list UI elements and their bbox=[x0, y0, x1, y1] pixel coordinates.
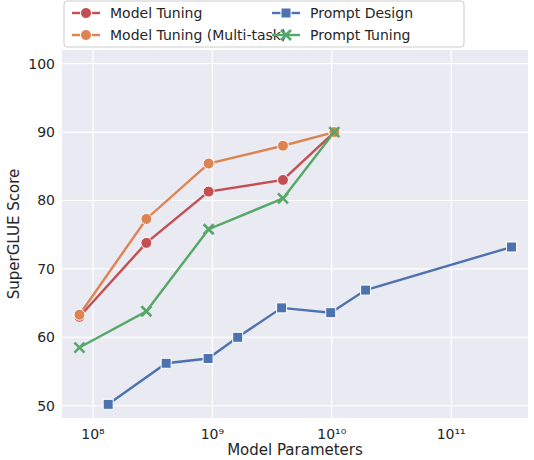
y-axis-label: SuperGLUE Score bbox=[5, 169, 23, 299]
legend-marker bbox=[281, 30, 291, 40]
series-group bbox=[74, 127, 517, 410]
legend-marker bbox=[81, 30, 92, 41]
data-point bbox=[74, 309, 85, 320]
legend-box bbox=[64, 1, 464, 47]
series-line bbox=[108, 247, 511, 404]
y-tick-label: 70 bbox=[37, 261, 55, 277]
y-grid-line bbox=[62, 63, 528, 64]
legend-label: Model Tuning (Multi-task) bbox=[110, 27, 286, 43]
data-point bbox=[277, 303, 287, 313]
x-axis-label: Model Parameters bbox=[227, 441, 363, 459]
y-grid-line bbox=[62, 405, 528, 406]
y-grid-line bbox=[62, 268, 528, 269]
x-grid-line bbox=[451, 50, 452, 418]
legend-label: Model Tuning bbox=[110, 5, 202, 21]
y-grid-line bbox=[62, 131, 528, 132]
legend-marker bbox=[281, 8, 291, 18]
x-grid-line bbox=[331, 50, 332, 418]
legend-label: Prompt Design bbox=[310, 5, 413, 21]
x-grid-line bbox=[92, 50, 93, 418]
data-point bbox=[161, 358, 171, 368]
series-line bbox=[79, 132, 334, 347]
data-point bbox=[74, 343, 84, 353]
x-tick-label: 10⁸ bbox=[81, 426, 105, 442]
data-point bbox=[203, 186, 214, 197]
y-grid-line bbox=[62, 200, 528, 201]
y-tick-label: 80 bbox=[37, 192, 55, 208]
data-point bbox=[278, 193, 288, 203]
y-grid-line bbox=[62, 337, 528, 338]
x-tick-label: 10¹¹ bbox=[437, 426, 466, 442]
chart: 50 60 70 80 90 100 10⁸ 10⁹ 10¹⁰ 10¹¹ Model Paramet… bbox=[0, 0, 534, 460]
data-point bbox=[204, 224, 214, 234]
data-point bbox=[233, 332, 243, 342]
x-tick-label: 10⁹ bbox=[201, 426, 225, 442]
data-point bbox=[141, 306, 151, 316]
data-point bbox=[277, 174, 288, 185]
legend-marker bbox=[81, 8, 92, 19]
data-point bbox=[329, 127, 340, 138]
data-point bbox=[361, 285, 371, 295]
data-point bbox=[141, 213, 152, 224]
data-point bbox=[326, 308, 336, 318]
y-tick-label: 100 bbox=[28, 56, 55, 72]
data-point bbox=[506, 242, 516, 252]
data-point bbox=[329, 127, 339, 137]
series-line bbox=[79, 132, 334, 315]
legend: Model Tuning Model Tuning (Multi-task) Pro… bbox=[64, 1, 464, 47]
data-point bbox=[203, 158, 214, 169]
series-line bbox=[79, 132, 334, 317]
y-tick-label: 90 bbox=[37, 124, 55, 140]
x-tick-label: 10¹⁰ bbox=[317, 426, 346, 442]
grid bbox=[62, 50, 528, 418]
data-point bbox=[277, 140, 288, 151]
data-point bbox=[141, 237, 152, 248]
y-tick-label: 60 bbox=[37, 329, 55, 345]
data-point bbox=[329, 127, 340, 138]
data-point bbox=[103, 399, 113, 409]
y-tick-label: 50 bbox=[37, 398, 55, 414]
data-point bbox=[203, 353, 213, 363]
legend-label: Prompt Tuning bbox=[310, 27, 411, 43]
plot-area bbox=[62, 50, 528, 418]
